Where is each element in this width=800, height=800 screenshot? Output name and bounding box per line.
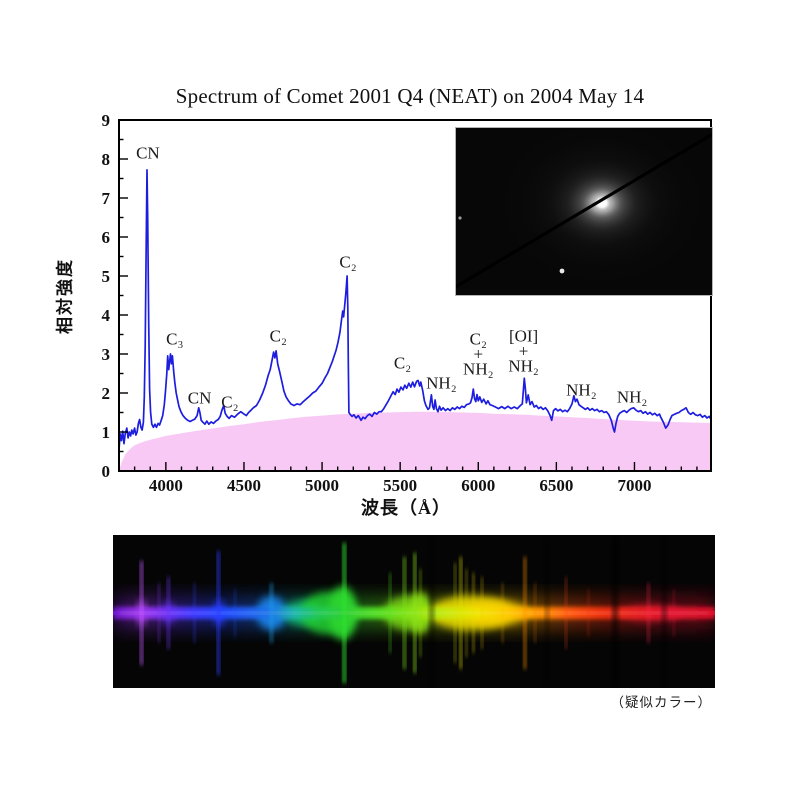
x-tick-label: 6500 bbox=[539, 476, 573, 495]
strip-emission-line bbox=[389, 573, 392, 653]
pseudo-color-caption: （疑似カラー） bbox=[610, 695, 712, 710]
strip-emission-line bbox=[234, 589, 236, 637]
strip-emission-line bbox=[193, 583, 196, 643]
peak-label: NH₂ bbox=[566, 380, 597, 399]
chart-title: Spectrum of Comet 2001 Q4 (NEAT) on 2004… bbox=[175, 84, 645, 108]
spectrum-chart: 4000 4500 5000 5500 6000 6500 7000 0 1 2 3 4 5 6 7 8 9 bbox=[102, 111, 712, 495]
peak-label: NH₂ bbox=[616, 387, 648, 407]
strip-emission-line bbox=[269, 583, 273, 643]
y-tick-label: 7 bbox=[102, 189, 111, 208]
y-tick-label: 9 bbox=[102, 111, 111, 130]
continuum-fill bbox=[119, 411, 711, 471]
strip-emission-line bbox=[672, 589, 675, 637]
y-tick-label: 4 bbox=[102, 306, 111, 325]
y-tick-label: 5 bbox=[102, 267, 111, 286]
spectrum-line bbox=[118, 169, 712, 450]
y-tick-label: 6 bbox=[102, 228, 111, 247]
strip-emission-line bbox=[523, 557, 527, 669]
strip-dark-gap bbox=[661, 535, 667, 688]
strip-dark-gap bbox=[545, 535, 550, 688]
strip-emission-line bbox=[217, 551, 220, 675]
strip-emission-line bbox=[465, 569, 468, 657]
peak-label: C₂ + NH₂ bbox=[463, 329, 494, 379]
strip-emission-line bbox=[413, 553, 416, 673]
strip-emission-line bbox=[140, 561, 143, 665]
comet-nucleus-glow bbox=[550, 157, 654, 249]
strip-emission-line bbox=[587, 589, 590, 637]
y-tick-label: 0 bbox=[102, 462, 111, 481]
peak-label: C₂ bbox=[393, 353, 412, 373]
strip-emission-line bbox=[419, 569, 422, 657]
peak-label: CN bbox=[136, 143, 160, 163]
x-tick-label: 5000 bbox=[305, 476, 339, 495]
pseudo-color-spectrum-image bbox=[113, 535, 715, 688]
strip-emission-line bbox=[342, 543, 346, 683]
peak-label: C₂ bbox=[269, 326, 287, 346]
strip-emission-line bbox=[647, 583, 650, 643]
x-tick-label: 5500 bbox=[383, 476, 417, 495]
strip-emission-line bbox=[459, 557, 462, 669]
strip-emission-line bbox=[157, 583, 160, 643]
strip-emission-line bbox=[534, 583, 537, 643]
y-tick-label: 8 bbox=[102, 150, 111, 169]
strip-emission-line bbox=[501, 583, 504, 643]
strip-emission-line bbox=[167, 577, 170, 649]
peak-label: C₃ bbox=[166, 329, 184, 349]
star-dot bbox=[559, 268, 565, 274]
comet-inset-graphic bbox=[456, 128, 712, 295]
spectrograph-slit-line bbox=[456, 132, 712, 289]
peak-label: C₂ bbox=[339, 252, 357, 272]
y-tick-label: 2 bbox=[102, 384, 111, 403]
peak-label: [OI] + NH₂ bbox=[508, 326, 539, 376]
comet-inset-image bbox=[455, 127, 713, 296]
peak-label: C₂ bbox=[221, 392, 239, 412]
y-tick-label: 1 bbox=[102, 423, 111, 442]
peak-label: NH₂ bbox=[426, 373, 457, 392]
strip-emission-line bbox=[403, 557, 406, 669]
x-tick-label: 6000 bbox=[461, 476, 495, 495]
x-tick-label: 4500 bbox=[227, 476, 261, 495]
x-tick-label: 7000 bbox=[617, 476, 651, 495]
strip-emission-line bbox=[565, 577, 568, 649]
strip-dark-gap bbox=[612, 535, 619, 688]
strip-emission-line bbox=[454, 563, 457, 663]
x-axis-label: 波長（Å） bbox=[361, 498, 451, 518]
x-tick-label: 4000 bbox=[149, 476, 183, 495]
strip-dark-gap bbox=[429, 535, 435, 688]
strip-emission-line bbox=[481, 577, 484, 649]
star-dot bbox=[458, 216, 462, 220]
peak-label: CN bbox=[187, 388, 212, 408]
y-tick-label: 3 bbox=[102, 345, 111, 364]
strip-emission-line bbox=[472, 573, 475, 653]
y-axis-label: 相対強度 bbox=[55, 258, 75, 334]
